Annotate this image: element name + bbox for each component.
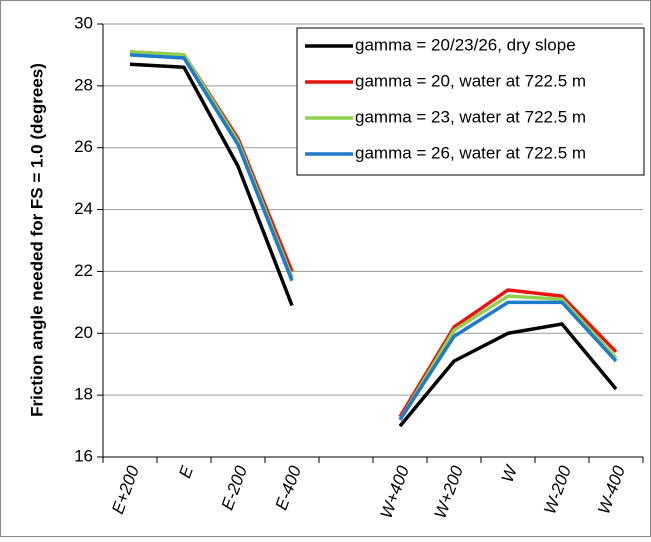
x-tick-label: W xyxy=(498,462,522,485)
y-tick-label: 28 xyxy=(74,75,93,94)
series-line xyxy=(129,62,618,428)
y-axis-title: Friction angle needed for FS = 1.0 (degr… xyxy=(27,63,46,417)
legend-label: gamma = 20, water at 722.5 m xyxy=(355,71,586,90)
y-tick-label: 16 xyxy=(74,446,93,465)
x-tick-label: E-200 xyxy=(218,463,252,513)
x-tick-label: W+400 xyxy=(377,463,414,521)
y-tick-label: 18 xyxy=(74,385,93,404)
y-tick-label: 30 xyxy=(74,13,93,32)
legend-label: gamma = 20/23/26, dry slope xyxy=(355,35,576,54)
legend-label: gamma = 23, water at 722.5 m xyxy=(355,107,586,126)
legend-box xyxy=(296,27,645,176)
legend-label: gamma = 26, water at 722.5 m xyxy=(355,143,586,162)
y-tick-label: 26 xyxy=(74,137,93,156)
y-tick-label: 24 xyxy=(74,199,93,218)
x-tick-label: E+200 xyxy=(108,463,143,517)
y-tick-label: 20 xyxy=(74,323,93,342)
y-tick-label: 22 xyxy=(74,261,93,280)
x-tick-label: W-200 xyxy=(540,463,575,517)
x-tick-label: W-400 xyxy=(594,463,629,517)
x-tick-label: W+200 xyxy=(431,463,468,521)
x-tick-label: E-400 xyxy=(272,463,306,513)
x-tick-label: E xyxy=(175,463,197,481)
series-line xyxy=(129,53,618,421)
